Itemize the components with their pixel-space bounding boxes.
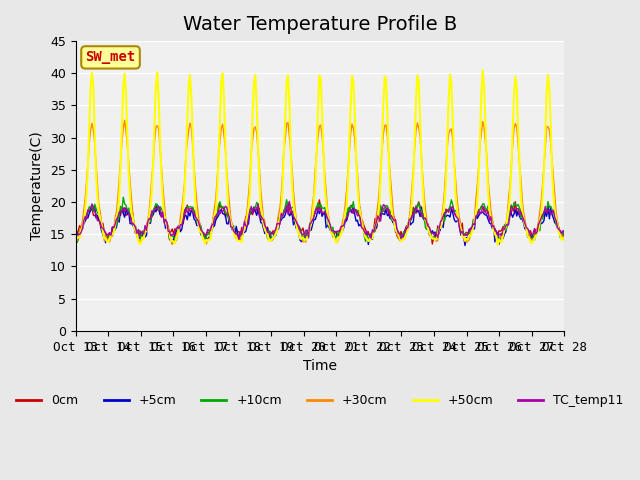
+50cm: [218, 79, 225, 84]
+10cm: [561, 232, 568, 238]
Title: Water Temperature Profile B: Water Temperature Profile B: [183, 15, 457, 34]
+10cm: [235, 235, 243, 240]
Line: +30cm: +30cm: [76, 120, 564, 244]
+5cm: [132, 230, 140, 236]
+50cm: [242, 222, 250, 228]
0cm: [561, 234, 568, 240]
+30cm: [72, 239, 79, 244]
Line: TC_temp11: TC_temp11: [76, 201, 564, 240]
TC_temp11: [235, 237, 243, 242]
TC_temp11: [72, 227, 79, 232]
+5cm: [154, 202, 161, 208]
0cm: [285, 205, 293, 211]
+5cm: [287, 211, 294, 217]
+10cm: [219, 204, 227, 210]
+5cm: [461, 242, 469, 248]
+10cm: [72, 234, 79, 240]
Line: +50cm: +50cm: [76, 71, 564, 245]
+50cm: [479, 68, 486, 73]
+10cm: [536, 228, 544, 234]
Y-axis label: Temperature(C): Temperature(C): [31, 132, 44, 240]
+5cm: [72, 233, 79, 239]
+30cm: [561, 236, 568, 242]
TC_temp11: [132, 225, 140, 230]
TC_temp11: [288, 210, 296, 216]
0cm: [428, 241, 436, 247]
+50cm: [285, 99, 293, 105]
+5cm: [219, 211, 227, 216]
X-axis label: Time: Time: [303, 359, 337, 373]
+10cm: [243, 216, 251, 222]
+30cm: [121, 117, 129, 123]
+50cm: [494, 242, 502, 248]
TC_temp11: [561, 230, 568, 236]
TC_temp11: [536, 218, 544, 224]
Line: +5cm: +5cm: [76, 205, 564, 245]
+30cm: [133, 234, 141, 240]
+30cm: [536, 208, 544, 214]
+5cm: [235, 235, 243, 240]
+10cm: [287, 205, 294, 211]
+5cm: [536, 218, 544, 224]
+50cm: [536, 218, 544, 224]
Text: SW_met: SW_met: [85, 50, 136, 64]
0cm: [234, 229, 241, 235]
+5cm: [243, 223, 251, 228]
Line: 0cm: 0cm: [76, 200, 564, 244]
+30cm: [244, 192, 252, 198]
+10cm: [133, 232, 141, 238]
0cm: [242, 214, 250, 219]
+30cm: [168, 241, 176, 247]
Line: +10cm: +10cm: [76, 197, 564, 243]
+30cm: [237, 238, 244, 243]
+30cm: [220, 132, 228, 138]
+5cm: [561, 235, 568, 240]
0cm: [218, 205, 225, 211]
TC_temp11: [234, 232, 241, 238]
0cm: [536, 218, 544, 224]
Legend: 0cm, +5cm, +10cm, +30cm, +50cm, TC_temp11: 0cm, +5cm, +10cm, +30cm, +50cm, TC_temp1…: [12, 389, 628, 412]
TC_temp11: [243, 224, 251, 229]
TC_temp11: [285, 198, 293, 204]
0cm: [132, 230, 140, 236]
+30cm: [288, 166, 296, 171]
+10cm: [120, 194, 127, 200]
+50cm: [132, 228, 140, 234]
+50cm: [234, 238, 241, 244]
+50cm: [561, 238, 568, 243]
0cm: [316, 197, 323, 203]
0cm: [72, 230, 79, 236]
+50cm: [72, 237, 79, 242]
TC_temp11: [218, 209, 225, 215]
+10cm: [495, 240, 503, 246]
